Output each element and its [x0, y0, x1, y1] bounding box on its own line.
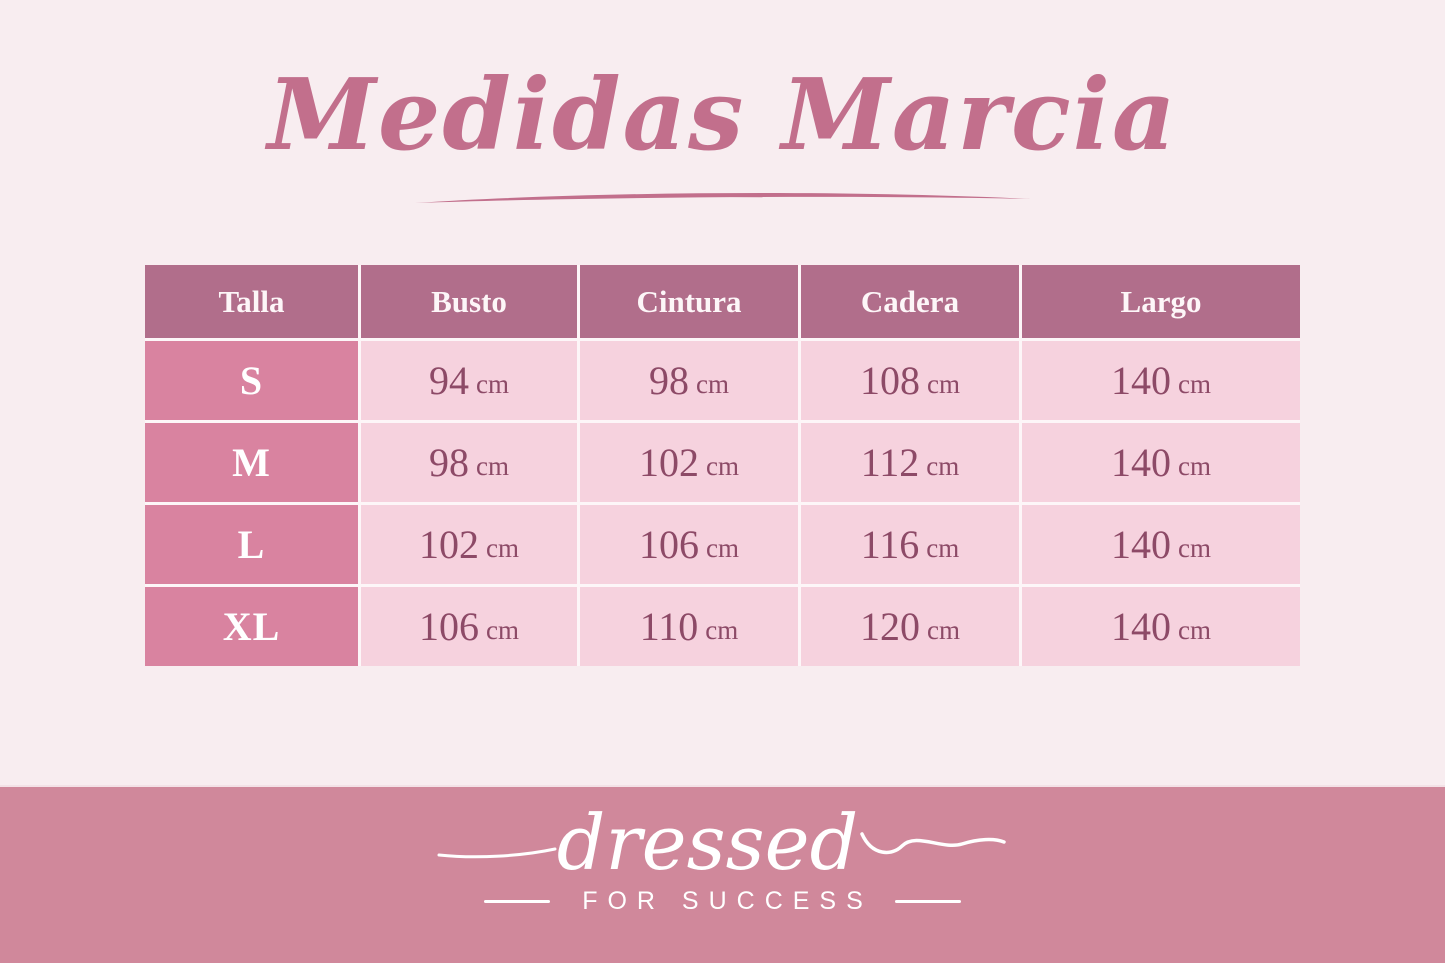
measure-value: 102 [419, 522, 479, 567]
measure-cell-xl-largo: 140 cm [1022, 587, 1300, 666]
measure-value: 106 [419, 604, 479, 649]
column-header-busto: Busto [361, 265, 577, 338]
measure-value: 108 [860, 358, 920, 403]
title-underline-flourish [414, 193, 1031, 203]
measure-unit: cm [696, 369, 729, 399]
measure-value: 110 [639, 604, 699, 649]
measure-cell-s-cintura: 98 cm [580, 341, 798, 420]
measure-cell-s-cadera: 108 cm [801, 341, 1019, 420]
brand-logo: dressed [437, 801, 1009, 885]
measure-value: 94 [429, 358, 469, 403]
measure-value: 140 [1111, 604, 1171, 649]
measure-cell-s-busto: 94 cm [361, 341, 577, 420]
measure-unit: cm [1178, 615, 1211, 645]
measure-value: 120 [860, 604, 920, 649]
footer-brand-band: dressed FOR SUCCESS [0, 785, 1445, 963]
measure-cell-m-cintura: 102 cm [580, 423, 798, 502]
measure-value: 98 [649, 358, 689, 403]
measure-unit: cm [927, 369, 960, 399]
measure-cell-m-cadera: 112 cm [801, 423, 1019, 502]
column-header-cintura: Cintura [580, 265, 798, 338]
size-cell-m: M [145, 423, 358, 502]
column-header-largo: Largo [1022, 265, 1300, 338]
measure-cell-l-largo: 140 cm [1022, 505, 1300, 584]
size-chart-table: Talla Busto Cintura Cadera Largo S 94 cm… [145, 265, 1300, 666]
measure-cell-l-cintura: 106 cm [580, 505, 798, 584]
measure-cell-s-largo: 140 cm [1022, 341, 1300, 420]
measure-value: 112 [860, 440, 920, 485]
measure-cell-xl-cintura: 110 cm [580, 587, 798, 666]
size-cell-xl: XL [145, 587, 358, 666]
measure-cell-m-busto: 98 cm [361, 423, 577, 502]
page-title: Medidas Marcia [267, 58, 1178, 173]
measure-unit: cm [706, 451, 739, 481]
size-cell-l: L [145, 505, 358, 584]
measure-unit: cm [1178, 533, 1211, 563]
brand-tagline: FOR SUCCESS [484, 887, 961, 916]
measure-value: 116 [860, 522, 920, 567]
measure-unit: cm [486, 533, 519, 563]
measure-cell-m-largo: 140 cm [1022, 423, 1300, 502]
measure-cell-xl-busto: 106 cm [361, 587, 577, 666]
tagline-dash-left [484, 899, 551, 903]
brand-swash-right-icon [860, 832, 1007, 854]
measure-unit: cm [927, 615, 960, 645]
measure-cell-l-busto: 102 cm [361, 505, 577, 584]
tagline-dash-right [894, 899, 961, 903]
measure-unit: cm [1178, 369, 1211, 399]
measure-value: 140 [1111, 522, 1171, 567]
measure-unit: cm [926, 533, 960, 563]
column-header-cadera: Cadera [801, 265, 1019, 338]
column-header-talla: Talla [145, 265, 358, 338]
brand-name: dressed [556, 798, 859, 887]
tagline-text: FOR SUCCESS [582, 886, 873, 915]
brand-swash-left-icon [437, 847, 557, 859]
measure-unit: cm [706, 533, 739, 563]
measure-value: 140 [1111, 358, 1171, 403]
measure-unit: cm [1178, 451, 1211, 481]
measure-unit: cm [926, 451, 960, 481]
measure-value: 102 [639, 440, 699, 485]
measure-unit: cm [476, 369, 509, 399]
measure-value: 140 [1111, 440, 1171, 485]
measure-unit: cm [486, 615, 519, 645]
measure-cell-xl-cadera: 120 cm [801, 587, 1019, 666]
size-cell-s: S [145, 341, 358, 420]
measure-cell-l-cadera: 116 cm [801, 505, 1019, 584]
measure-value: 106 [639, 522, 699, 567]
measure-unit: cm [705, 615, 739, 645]
measure-value: 98 [429, 440, 469, 485]
measure-unit: cm [476, 451, 509, 481]
